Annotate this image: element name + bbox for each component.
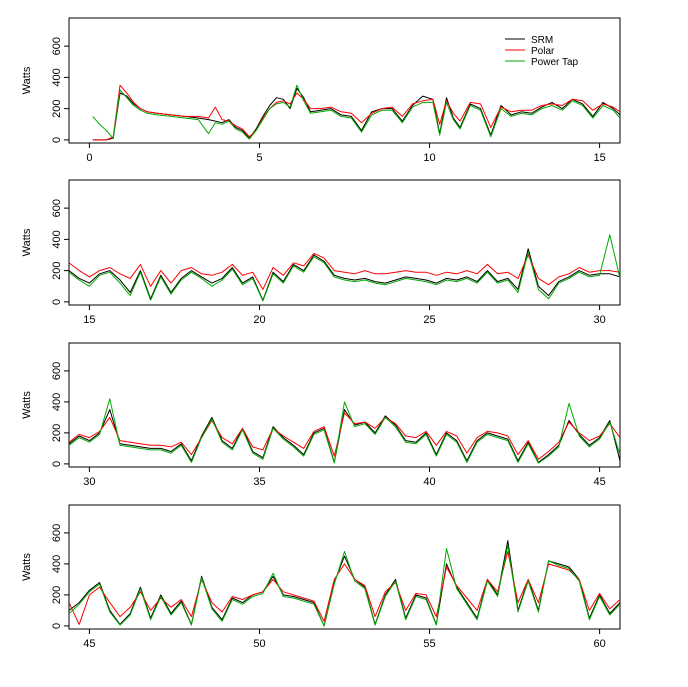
series-line-srm — [69, 409, 620, 463]
y-tick-label: 400 — [51, 393, 63, 411]
series-line-polar — [69, 412, 620, 460]
chart-panel-3: 30 35 40 45 0 200 400 600 Watts — [21, 342, 621, 488]
series-line-srm — [69, 540, 620, 627]
x-tick-label: 0 — [86, 152, 92, 164]
x-tick-label: 35 — [253, 476, 265, 488]
y-tick-label: 600 — [51, 199, 63, 217]
y-tick-label: 0 — [51, 137, 63, 143]
plot-frame — [68, 504, 621, 630]
series-line-power-tap — [69, 544, 620, 627]
series-line-polar — [92, 84, 620, 141]
x-tick-label: 50 — [253, 638, 265, 650]
y-axis-title: Watts — [21, 228, 33, 256]
x-tick-label: 20 — [253, 314, 265, 326]
y-tick-label: 200 — [51, 424, 63, 442]
x-tick-label: 5 — [256, 152, 262, 164]
plot-frame — [68, 342, 621, 468]
series-line-srm — [92, 87, 620, 141]
x-tick-label: 10 — [423, 152, 435, 164]
y-tick-label: 600 — [51, 524, 63, 542]
y-tick-label: 0 — [51, 299, 63, 305]
x-tick-label: 40 — [423, 476, 435, 488]
legend-label: Power Tap — [531, 57, 579, 68]
x-tick-label: 55 — [423, 638, 435, 650]
x-tick-label: 15 — [83, 314, 95, 326]
series-line-power-tap — [69, 398, 620, 464]
series-line-power-tap — [92, 84, 620, 140]
series-line-srm — [69, 248, 620, 301]
y-axis-title: Watts — [21, 66, 33, 94]
y-tick-label: 0 — [51, 623, 63, 629]
y-axis-title: Watts — [21, 553, 33, 581]
legend-label: Polar — [531, 46, 555, 57]
x-tick-label: 25 — [423, 314, 435, 326]
series-line-polar — [69, 551, 620, 625]
plot-frame — [68, 179, 621, 306]
x-tick-label: 15 — [593, 152, 605, 164]
series-line-polar — [69, 252, 620, 290]
chart-panel-2: 15 20 25 30 0 200 400 600 Watts — [21, 179, 621, 326]
y-tick-label: 400 — [51, 68, 63, 86]
x-tick-label: 30 — [83, 476, 95, 488]
y-tick-label: 600 — [51, 37, 63, 55]
y-tick-label: 200 — [51, 586, 63, 604]
legend-label: SRM — [531, 35, 553, 46]
x-tick-label: 60 — [593, 638, 605, 650]
y-tick-label: 0 — [51, 461, 63, 467]
series-line-power-tap — [69, 234, 620, 302]
y-tick-label: 400 — [51, 230, 63, 248]
y-tick-label: 200 — [51, 99, 63, 117]
y-axis-title: Watts — [21, 391, 33, 419]
x-tick-label: 45 — [83, 638, 95, 650]
x-tick-label: 45 — [593, 476, 605, 488]
y-tick-label: 200 — [51, 261, 63, 279]
x-tick-label: 30 — [593, 314, 605, 326]
y-tick-label: 400 — [51, 555, 63, 573]
plot-frame — [68, 17, 621, 144]
y-tick-label: 600 — [51, 362, 63, 380]
